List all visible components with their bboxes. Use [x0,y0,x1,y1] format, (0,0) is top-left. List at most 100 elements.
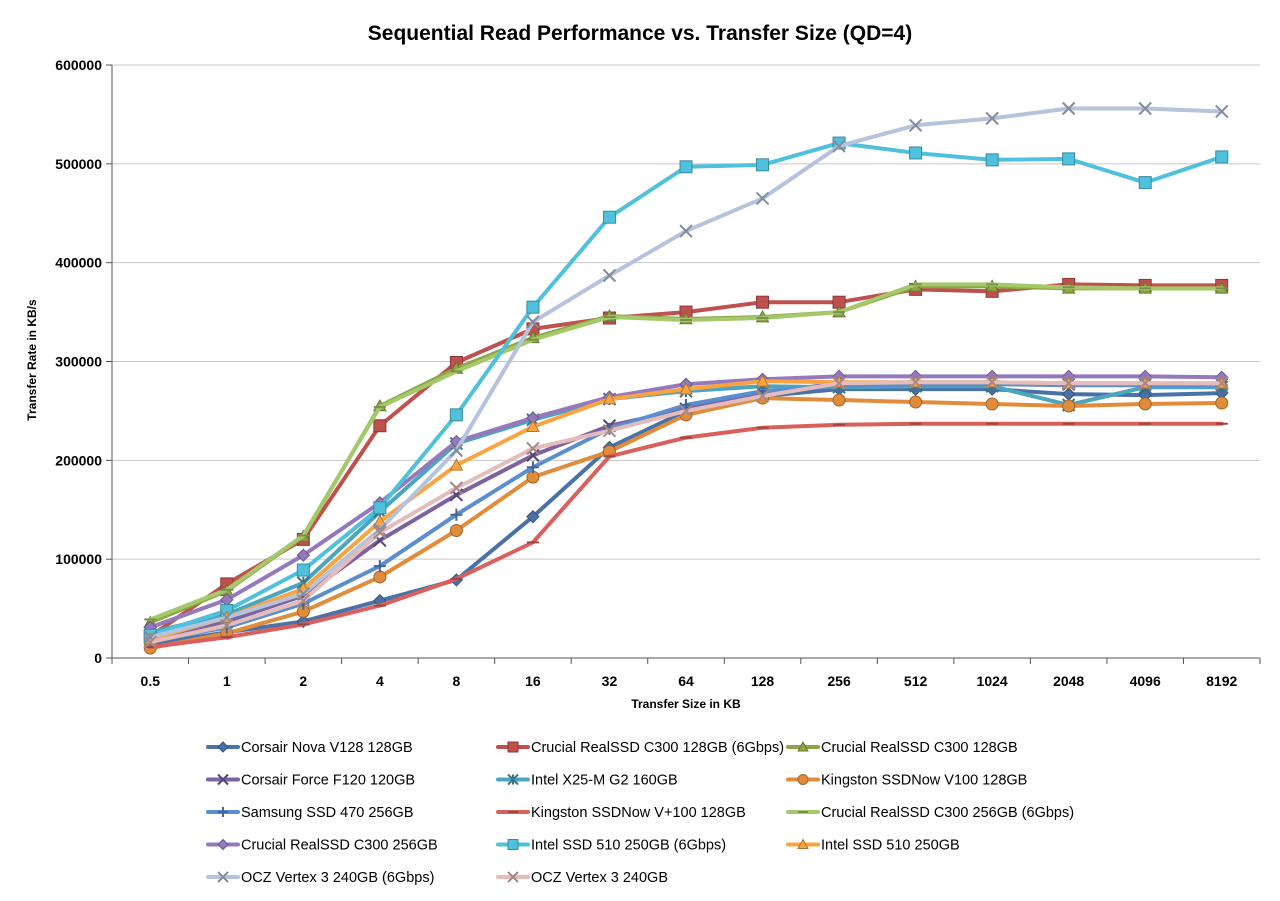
x-tick-label-7: 64 [678,673,694,689]
series-11-point-6 [602,392,617,405]
series-0-point-5 [526,509,540,524]
series-6-point-5 [526,461,539,474]
series-5-point-4 [449,524,463,538]
series-12 [143,101,1229,644]
series-5 [143,391,1229,655]
legend-item-11: Intel SSD 510 250GB [786,838,960,854]
series-12-point-7 [679,224,693,238]
x-tick-label-5: 16 [525,673,541,689]
y-axis-title: Transfer Rate in KB/s [25,299,39,421]
series-12-point-13 [1138,101,1152,116]
legend-item-13: OCZ Vertex 3 240GB [496,870,668,886]
x-tick-label-12: 2048 [1053,673,1084,689]
series-13-point-2 [296,593,311,608]
y-tick-label-4: 400000 [55,255,102,271]
legend-label-3: Corsair Force F120 120GB [241,773,415,789]
series-5-point-3 [373,570,387,584]
series-13-point-11 [985,375,999,389]
series-12-point-9 [832,139,846,153]
series-13-point-8 [755,389,770,403]
series-10-point-3 [373,501,387,515]
y-tick-label-3: 300000 [55,354,102,370]
legend-label-9: Crucial RealSSD C300 256GB [241,838,438,854]
series-1-point-8 [756,295,770,309]
x-tick-label-8: 128 [751,673,775,689]
series-line-8 [148,282,1224,622]
x-tick-label-4: 8 [453,673,461,689]
series-10-point-14 [1215,150,1229,164]
legend-label-12: OCZ Vertex 3 240GB (6Gbps) [241,870,434,886]
legend-label-1: Crucial RealSSD C300 128GB (6Gbps) [531,740,784,756]
legend-swatch-marker-0 [217,741,229,753]
series-10-point-13 [1138,176,1152,190]
series-13-point-5 [526,441,540,456]
x-tick-label-1: 1 [223,673,231,689]
series-9-point-2 [296,548,311,562]
y-tick-label-5: 500000 [55,156,102,172]
series-13-point-12 [1061,376,1076,390]
legend-label-13: OCZ Vertex 3 240GB [531,870,668,886]
legend-item-9: Crucial RealSSD C300 256GB [206,838,438,854]
legend-item-7: Kingston SSDNow V+100 128GB [496,805,746,821]
series-11-point-7 [679,382,693,395]
series-13-point-0 [143,635,157,649]
chart-title: Sequential Read Performance vs. Transfer… [368,22,912,45]
series-12-point-5 [526,315,540,329]
y-tick-label-6: 600000 [55,57,102,73]
x-tick-label-0: 0.5 [141,673,161,689]
legend-swatch-marker-4 [507,773,519,786]
series-line-12 [148,106,1224,640]
legend-swatch-marker-9 [217,838,229,851]
x-tick-label-11: 1024 [977,673,1008,689]
y-tick-label-2: 200000 [55,452,102,468]
axes [106,64,1261,664]
legend-swatch-marker-11 [797,838,809,849]
legend-swatch-marker-1 [507,741,519,753]
series-13-point-14 [1215,376,1229,390]
series-1-point-3 [373,419,387,433]
x-tick-label-14: 8192 [1206,673,1237,689]
legend-label-11: Intel SSD 510 250GB [821,838,960,854]
legend-label-6: Samsung SSD 470 256GB [241,805,414,821]
series-6-point-4 [450,508,463,521]
legend-swatch-marker-10 [507,839,519,850]
series-line-7 [148,421,1224,650]
x-tick-label-6: 32 [602,673,618,689]
series-12-point-4 [449,443,464,458]
series-13-point-7 [679,404,693,418]
y-tick-label-0: 0 [94,650,102,666]
series-line-2 [148,284,1224,625]
series-8 [144,282,1228,622]
series-12-point-11 [985,111,999,126]
legend-item-8: Crucial RealSSD C300 256GB (6Gbps) [786,805,1074,821]
series-6-point-3 [373,560,386,573]
legend: Corsair Nova V128 128GB Crucial RealSSD C… [206,740,1074,886]
series-13-point-10 [908,375,923,389]
x-tick-label-9: 256 [827,673,851,689]
legend-label-2: Crucial RealSSD C300 128GB [821,740,1018,756]
x-tick-labels: 0.5 1 2 4 8 16 32 64 128 256 512 1024 2048 4096 8192 [141,673,1238,689]
series-12-point-8 [755,191,770,206]
legend-item-5: Kingston SSDNow V100 128GB [786,773,1027,789]
legend-label-4: Intel X25-M G2 160GB [531,773,678,789]
legend-swatch-marker-2 [797,740,809,752]
series-10-point-10 [909,146,923,160]
y-tick-labels: 0 100000 200000 300000 400000 500000 600000 [55,57,102,666]
series-5-point-10 [909,395,923,409]
series-13 [143,375,1229,649]
series-10 [143,136,1229,642]
series-12-point-10 [908,118,923,132]
series-13-point-13 [1138,376,1152,390]
series-5-point-14 [1215,396,1229,410]
legend-item-10: Intel SSD 510 250GB (6Gbps) [496,838,726,854]
series-5-point-11 [985,397,999,411]
series-12-point-6 [602,268,617,283]
series-10-point-4 [449,408,463,422]
legend-item-3: Corsair Force F120 120GB [206,773,415,789]
series-13-point-9 [832,376,846,390]
legend-swatch-marker-13 [507,871,519,883]
x-tick-label-13: 4096 [1130,673,1161,689]
legend-swatch-marker-5 [797,774,809,785]
legend-label-8: Crucial RealSSD C300 256GB (6Gbps) [821,805,1074,821]
